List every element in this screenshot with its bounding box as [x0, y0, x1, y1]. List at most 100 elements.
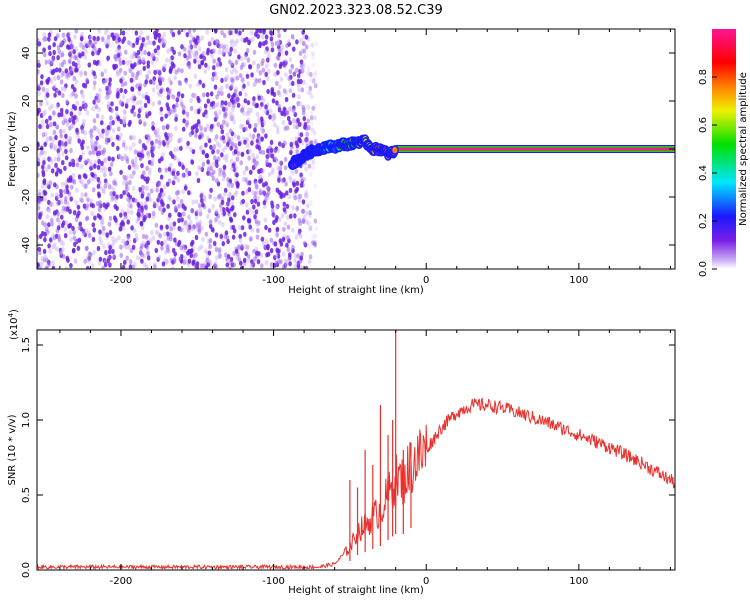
noise-point — [173, 75, 177, 81]
noise-point — [150, 52, 155, 58]
noise-point — [176, 67, 181, 73]
noise-point — [285, 110, 290, 116]
noise-point — [288, 120, 292, 126]
noise-point — [288, 57, 293, 63]
noise-point — [146, 240, 151, 246]
noise-point — [68, 161, 72, 167]
noise-point — [105, 93, 110, 99]
noise-point — [212, 48, 216, 54]
noise-point — [245, 48, 250, 54]
noise-point — [191, 149, 196, 155]
noise-point — [141, 58, 145, 64]
noise-point — [68, 125, 72, 131]
noise-point — [85, 43, 89, 49]
noise-point — [300, 87, 305, 93]
noise-point — [123, 109, 127, 115]
noise-point — [141, 37, 146, 43]
noise-point — [90, 41, 94, 47]
noise-point — [73, 34, 77, 40]
noise-point — [129, 96, 134, 102]
noise-point — [227, 101, 231, 107]
noise-point — [232, 166, 237, 173]
noise-point — [159, 41, 164, 47]
noise-point — [215, 94, 219, 100]
noise-point — [116, 154, 121, 160]
noise-point — [184, 167, 189, 174]
noise-point — [55, 246, 59, 252]
noise-point — [86, 254, 90, 261]
noise-point — [225, 256, 229, 262]
noise-point — [173, 205, 178, 211]
noise-point — [215, 62, 220, 68]
noise-point — [255, 234, 260, 240]
noise-point — [139, 30, 144, 36]
noise-point — [194, 133, 198, 139]
noise-point — [283, 258, 288, 264]
noise-point — [110, 107, 114, 113]
noise-point — [61, 220, 66, 226]
noise-point — [103, 30, 108, 36]
noise-point — [178, 212, 183, 218]
noise-point — [191, 35, 195, 41]
noise-point — [274, 146, 279, 152]
noise-point — [156, 50, 160, 56]
noise-point — [54, 87, 59, 93]
noise-point — [167, 88, 172, 94]
noise-point — [127, 121, 132, 127]
noise-point — [238, 73, 243, 79]
snr-x-tick-label: 0 — [423, 576, 429, 587]
noise-point — [224, 252, 228, 258]
noise-point — [238, 237, 243, 243]
snr-y-tick-label: 0.0 — [21, 562, 32, 578]
noise-point — [81, 231, 85, 237]
noise-point — [254, 103, 259, 109]
noise-point — [39, 80, 44, 86]
noise-point — [94, 104, 99, 110]
noise-point — [246, 100, 251, 106]
noise-point — [258, 41, 263, 47]
noise-point — [245, 36, 249, 43]
noise-point — [299, 176, 304, 182]
noise-point — [197, 38, 201, 44]
noise-point — [242, 215, 246, 221]
noise-point — [240, 107, 245, 113]
noise-point — [216, 121, 221, 127]
noise-point — [227, 136, 231, 142]
noise-point — [161, 125, 166, 131]
noise-point — [122, 119, 126, 125]
noise-point — [260, 236, 265, 242]
noise-point — [99, 167, 104, 173]
noise-point — [211, 76, 215, 82]
noise-point — [96, 176, 101, 183]
noise-point — [221, 176, 226, 182]
noise-point — [111, 127, 116, 134]
noise-point — [89, 162, 93, 168]
noise-point — [174, 116, 178, 122]
noise-point — [257, 135, 261, 141]
noise-point — [154, 222, 159, 228]
noise-point — [190, 125, 195, 131]
noise-point — [260, 263, 264, 269]
noise-point — [48, 105, 52, 111]
noise-point — [236, 150, 241, 156]
noise-point — [251, 36, 255, 42]
noise-point — [252, 248, 256, 254]
noise-point — [97, 191, 101, 197]
noise-point — [83, 232, 87, 238]
noise-point — [176, 177, 181, 183]
noise-point — [168, 58, 172, 64]
noise-point — [246, 57, 251, 63]
noise-point — [292, 71, 297, 77]
noise-point — [231, 163, 236, 169]
noise-point — [127, 40, 131, 46]
noise-point — [63, 165, 67, 171]
noise-point — [139, 105, 143, 111]
noise-point — [129, 77, 134, 83]
noise-point — [182, 105, 187, 111]
noise-point — [48, 248, 52, 254]
noise-point — [288, 187, 293, 193]
noise-point — [283, 125, 288, 131]
noise-point — [243, 55, 247, 61]
noise-point — [277, 107, 282, 113]
